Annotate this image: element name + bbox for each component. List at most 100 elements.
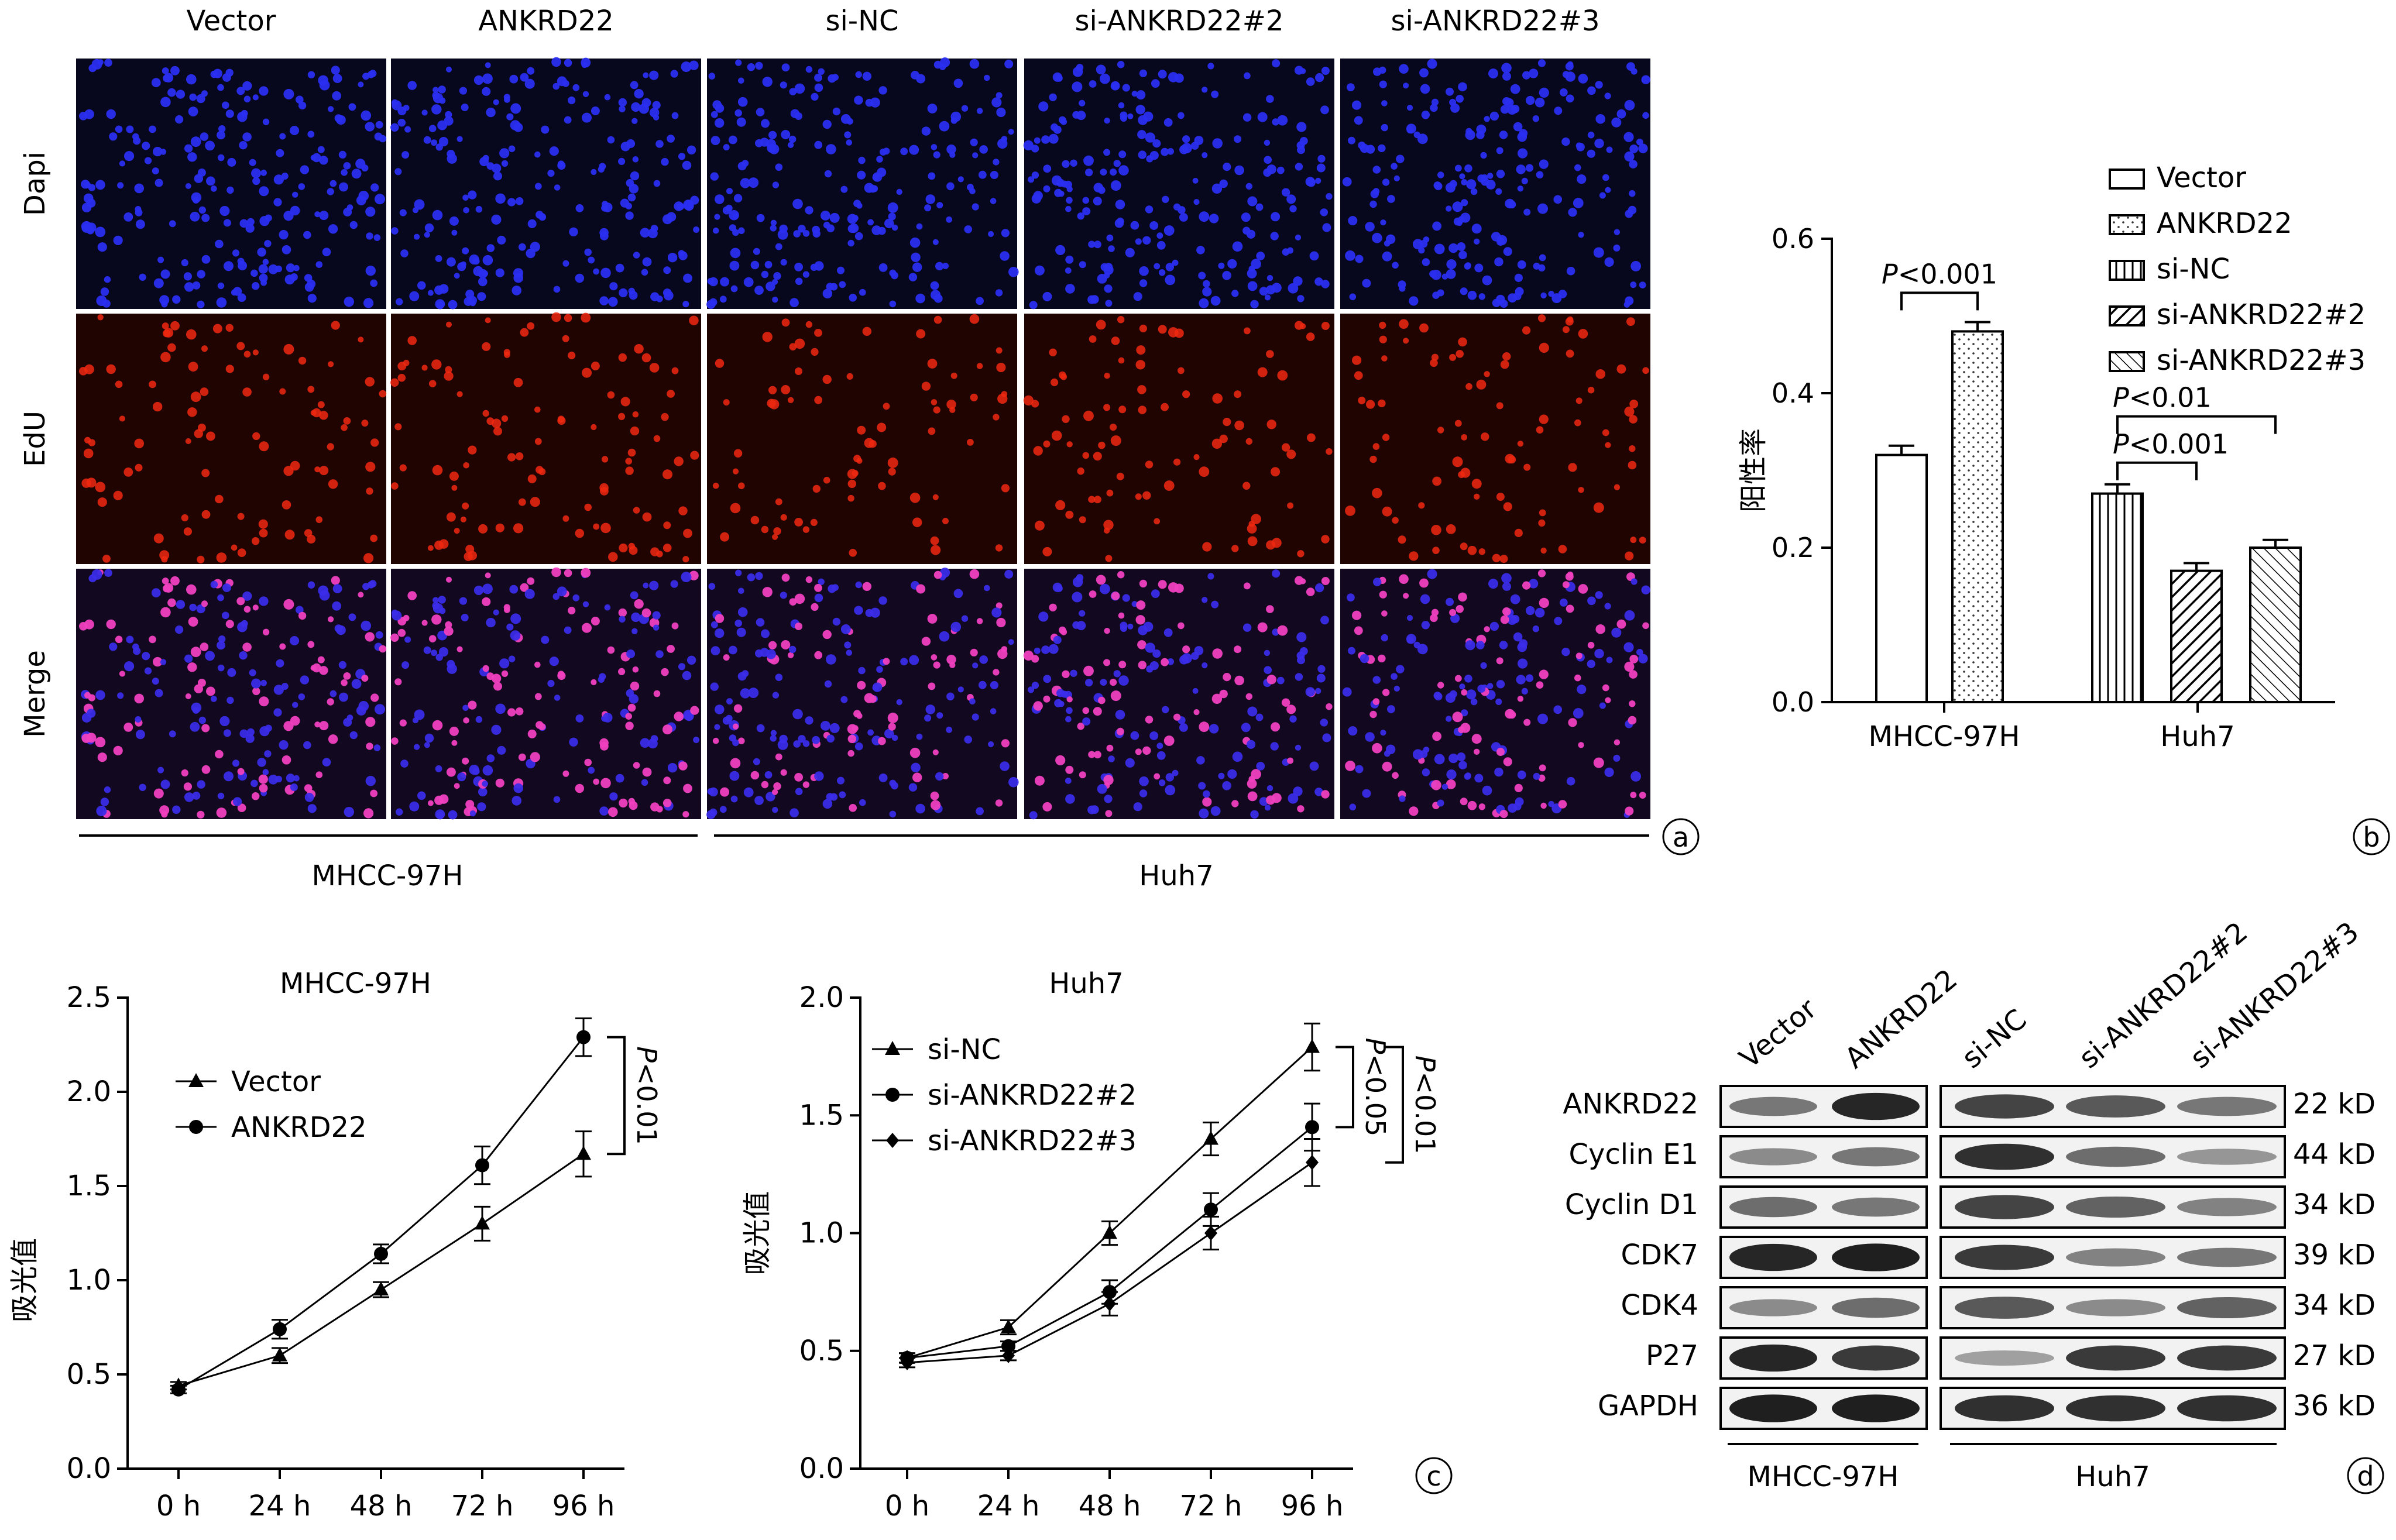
nucleus — [996, 602, 1003, 609]
nucleus — [1507, 105, 1518, 115]
nucleus — [551, 312, 561, 322]
nucleus — [319, 211, 329, 221]
bar-si-nc — [2091, 492, 2144, 703]
nucleus — [252, 537, 260, 545]
nucleus — [1043, 675, 1052, 683]
nucleus — [541, 635, 550, 644]
nucleus — [454, 783, 460, 789]
nucleus — [1161, 658, 1169, 666]
nucleus — [1089, 335, 1097, 343]
nucleus — [575, 714, 584, 723]
nucleus — [1097, 274, 1107, 284]
nucleus — [358, 592, 364, 598]
nucleus — [1554, 106, 1563, 115]
nucleus — [223, 729, 231, 737]
nucleus — [1458, 726, 1465, 734]
nucleus — [462, 247, 469, 255]
nucleus — [822, 630, 832, 640]
nucleus — [552, 82, 560, 90]
nucleus — [1378, 399, 1386, 408]
nucleus — [867, 219, 874, 226]
nucleus — [95, 482, 106, 493]
nucleus — [175, 625, 184, 634]
nucleus — [652, 101, 661, 109]
nucleus — [1008, 129, 1014, 135]
nucleus — [459, 597, 468, 605]
nucleus — [1369, 200, 1377, 208]
nucleus — [513, 783, 523, 793]
nucleus — [787, 142, 794, 148]
nucleus — [1182, 645, 1190, 654]
nucleus — [348, 613, 356, 621]
nucleus — [743, 787, 754, 798]
nucleus — [1437, 427, 1444, 434]
nucleus — [891, 224, 898, 231]
nucleus — [683, 273, 692, 283]
nucleus — [1321, 322, 1330, 330]
nucleus — [451, 740, 458, 746]
nucleus — [95, 180, 105, 190]
nucleus — [766, 649, 776, 659]
nucleus — [667, 253, 678, 263]
nucleus — [847, 214, 857, 224]
nucleus — [1434, 754, 1445, 765]
nucleus — [1023, 140, 1034, 150]
nucleus — [667, 645, 675, 653]
nucleus — [282, 500, 291, 510]
nucleus — [953, 589, 963, 599]
nucleus — [1125, 248, 1135, 257]
nucleus — [482, 410, 489, 417]
nucleus — [260, 169, 267, 176]
nucleus — [840, 114, 851, 124]
nucleus — [273, 685, 284, 695]
nucleus — [1474, 748, 1480, 755]
nucleus — [710, 621, 718, 628]
nucleus — [1130, 731, 1139, 740]
nucleus — [996, 347, 1003, 354]
nucleus — [1001, 646, 1008, 652]
nucleus — [1391, 673, 1398, 680]
nucleus — [1623, 642, 1634, 652]
nucleus — [1441, 273, 1448, 280]
nucleus — [475, 205, 483, 213]
nucleus — [97, 314, 104, 321]
nucleus — [949, 152, 956, 158]
nucleus — [1539, 159, 1549, 169]
nucleus — [197, 810, 205, 819]
micrograph-merge-si-ankrd22-3 — [1340, 569, 1650, 819]
legend-label-si-ankrd22-3: si-ANKRD22#3 — [2157, 344, 2366, 377]
nucleus — [462, 194, 469, 201]
nucleus — [584, 758, 592, 766]
nucleus — [106, 109, 116, 119]
nucleus — [427, 290, 434, 296]
nucleus — [625, 713, 632, 720]
nucleus — [1535, 607, 1545, 618]
nucleus — [1297, 550, 1305, 558]
band-vector — [1729, 1096, 1817, 1116]
nucleus — [794, 83, 805, 94]
nucleus — [431, 139, 437, 146]
band-si-nc — [1955, 1245, 2054, 1270]
nucleus — [242, 591, 252, 601]
nucleus — [534, 406, 541, 413]
nucleus — [197, 424, 206, 432]
band-si-ankrd22-2 — [2066, 1299, 2165, 1316]
nucleus — [1167, 147, 1174, 155]
nucleus — [331, 576, 340, 585]
nucleus — [273, 174, 284, 185]
nucleus — [510, 613, 521, 624]
nucleus — [814, 140, 823, 149]
nucleus — [1034, 647, 1041, 654]
nucleus — [1296, 632, 1307, 642]
nucleus — [497, 745, 506, 755]
nucleus — [1478, 548, 1485, 555]
nucleus — [438, 85, 446, 94]
nucleus — [1000, 761, 1010, 771]
x-tick-label: 72 h — [451, 1490, 514, 1522]
nucleus — [972, 203, 979, 211]
nucleus — [1033, 446, 1043, 456]
nucleus — [1624, 661, 1635, 672]
nucleus — [1496, 657, 1503, 665]
nucleus — [1082, 717, 1091, 726]
nucleus — [630, 81, 639, 90]
